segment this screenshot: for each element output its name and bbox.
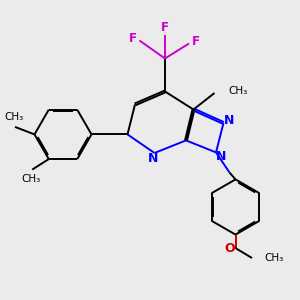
Text: CH₃: CH₃	[4, 112, 23, 122]
Text: O: O	[224, 242, 235, 255]
Text: CH₃: CH₃	[228, 86, 247, 97]
Text: F: F	[129, 32, 137, 46]
Text: F: F	[192, 34, 200, 48]
Text: F: F	[161, 21, 169, 34]
Text: N: N	[224, 114, 235, 127]
Text: CH₃: CH₃	[21, 174, 40, 184]
Text: N: N	[216, 150, 226, 164]
Text: CH₃: CH₃	[265, 253, 284, 263]
Text: N: N	[148, 152, 158, 165]
